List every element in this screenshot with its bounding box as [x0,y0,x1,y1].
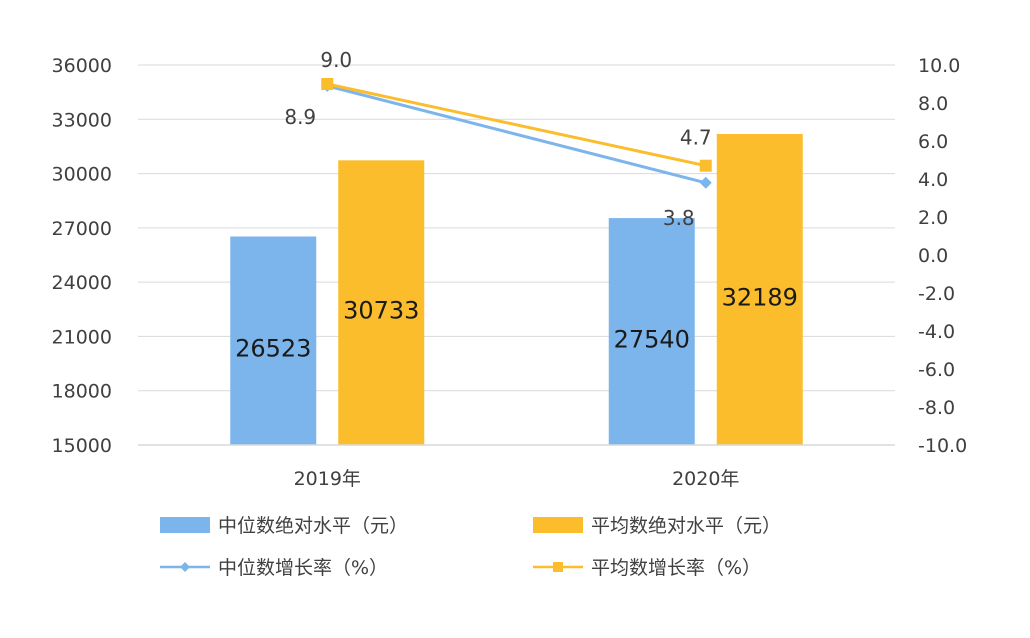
y-right-tick-label: 0.0 [918,245,948,267]
y-right-tick-label: 10.0 [918,55,960,77]
y-right-tick-label: 4.0 [918,169,948,191]
y-left-tick-label: 36000 [52,55,112,77]
bar [608,218,695,445]
series-line [326,84,707,185]
line-value-label: 8.9 [284,105,316,129]
line-value-label: 3.8 [663,206,695,230]
bar [716,133,803,446]
series-line [326,82,707,168]
legend-label: 中位数增长率（%） [218,557,388,579]
line-marker [699,176,712,189]
y-right-tick-label: -8.0 [918,397,955,419]
legend-marker [180,562,190,572]
legend-label: 平均数绝对水平（元） [591,515,781,537]
y-left-tick-label: 21000 [52,326,112,348]
bar-value-label: 30733 [343,297,419,325]
y-left-tick-label: 33000 [52,109,112,131]
bar-value-label: 27540 [614,326,690,354]
y-left-tick-label: 18000 [52,381,112,403]
y-left-tick-label: 15000 [52,435,112,457]
bar-value-label: 26523 [235,335,311,363]
legend-marker [553,562,563,572]
y-left-tick-label: 30000 [52,164,112,186]
line-marker [699,159,712,172]
bar [230,236,317,445]
y-right-tick-label: -10.0 [918,435,967,457]
legend-label: 平均数增长率（%） [591,557,761,579]
line-value-label: 9.0 [320,48,352,72]
bar-value-label: 32189 [722,283,798,311]
line-marker [321,78,334,90]
y-right-tick-label: 6.0 [918,131,948,153]
x-category-label: 2020年 [672,468,739,490]
y-left-tick-label: 27000 [52,218,112,240]
y-left-tick-label: 24000 [52,272,112,294]
y-right-tick-label: -6.0 [918,359,955,381]
line-value-label: 4.7 [680,126,712,150]
legend-swatch [160,517,210,533]
y-right-tick-label: -4.0 [918,321,955,343]
bar [338,160,425,445]
legend-swatch [533,517,583,533]
y-right-tick-label: -2.0 [918,283,955,305]
legend-label: 中位数绝对水平（元） [218,515,408,537]
y-right-tick-label: 8.0 [918,93,948,115]
y-right-tick-label: 2.0 [918,207,948,229]
x-category-label: 2019年 [294,468,361,490]
